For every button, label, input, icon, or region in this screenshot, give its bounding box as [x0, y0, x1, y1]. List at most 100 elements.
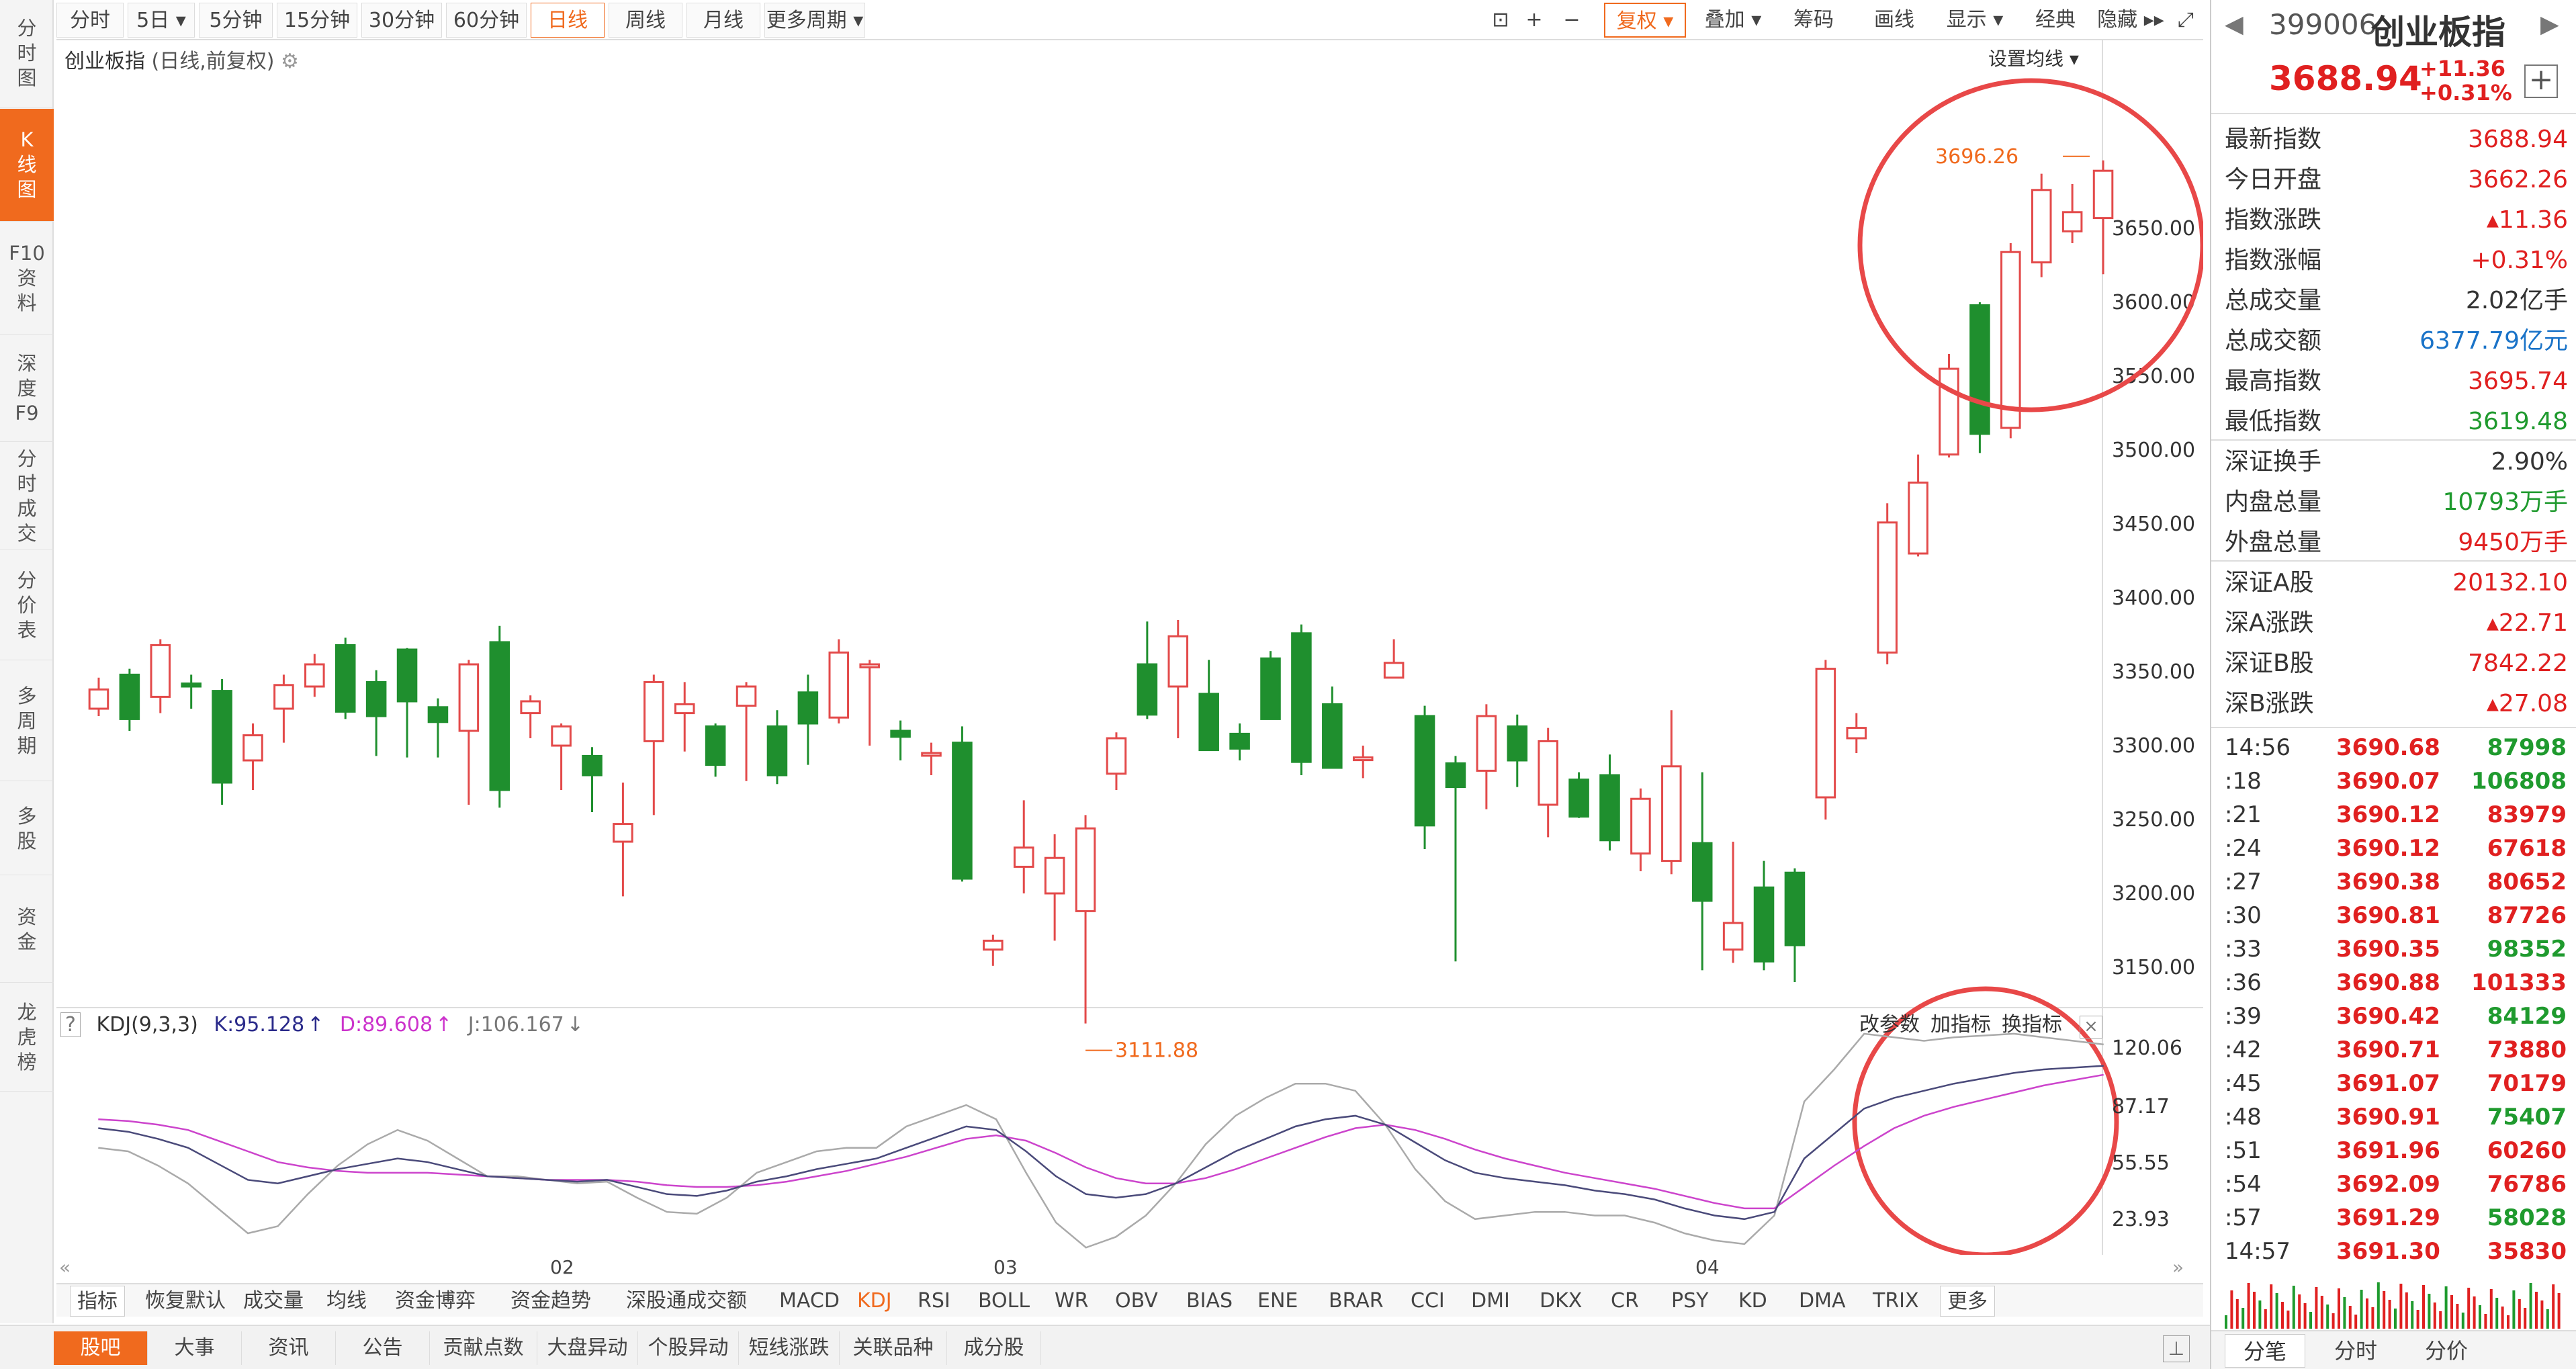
tick-volume: 60260: [2487, 1137, 2567, 1164]
chart-subtitle: (日线,前复权): [151, 50, 275, 73]
period-tab[interactable]: 月线: [686, 3, 760, 38]
period-tab[interactable]: 分时: [56, 3, 124, 38]
gear-icon[interactable]: ⚙: [281, 50, 299, 73]
scroll-left-icon[interactable]: «: [59, 1256, 71, 1278]
kdj-tool-button[interactable]: 换指标: [2002, 1013, 2062, 1036]
indicator-tab[interactable]: RSI: [918, 1289, 950, 1313]
indicator-tab[interactable]: CR: [1611, 1289, 1639, 1313]
next-stock-icon[interactable]: ▶: [2540, 11, 2559, 38]
nav-multi-period[interactable]: 多周期: [0, 662, 54, 781]
period-tab[interactable]: 5分钟: [199, 3, 273, 38]
mini-bar: [2540, 1300, 2544, 1329]
kdj-tools: 改参数 加指标 换指标: [1849, 1012, 2062, 1039]
scroll-right-icon[interactable]: »: [2172, 1256, 2184, 1278]
bottom-tab[interactable]: 关联品种: [840, 1331, 947, 1365]
nav-depth[interactable]: 深度 F9: [0, 336, 54, 442]
help-icon[interactable]: ?: [60, 1012, 81, 1037]
indicator-tab[interactable]: 均线: [326, 1289, 367, 1313]
indicator-tab[interactable]: PSY: [1671, 1289, 1709, 1313]
quote-key: 最低指数: [2225, 408, 2322, 435]
indicator-tab[interactable]: 资金博弈: [395, 1289, 476, 1313]
indicator-tab[interactable]: 指标: [70, 1286, 125, 1317]
zoom-out-icon[interactable]: −: [1563, 8, 1581, 32]
period-tab[interactable]: 30分钟: [361, 3, 442, 38]
bottom-tab[interactable]: 贡献点数: [430, 1331, 537, 1365]
indicator-tab[interactable]: DMI: [1471, 1289, 1510, 1313]
indicator-tab[interactable]: KD: [1738, 1289, 1767, 1313]
tick-row: :33 3690.35 98352: [2211, 932, 2576, 966]
draw-button[interactable]: 画线: [1874, 8, 1914, 32]
kdj-d-value: D:89.608: [339, 1013, 433, 1036]
indicator-tab[interactable]: 深股通成交额: [626, 1289, 747, 1313]
chips-button[interactable]: 筹码: [1793, 8, 1834, 32]
bottom-tab[interactable]: 大盘异动: [537, 1331, 638, 1365]
collapse-icon[interactable]: ⊥: [2163, 1335, 2190, 1362]
mini-bar: [2456, 1304, 2459, 1329]
indicator-tab[interactable]: BOLL: [978, 1289, 1030, 1313]
period-tab[interactable]: 60分钟: [446, 3, 527, 38]
set-ma-button[interactable]: 设置均线 ▾: [1988, 48, 2079, 70]
indicator-tab[interactable]: 更多: [1940, 1286, 1995, 1317]
close-icon[interactable]: ×: [2080, 1016, 2102, 1039]
period-tab[interactable]: 日线: [531, 3, 605, 38]
indicator-tab[interactable]: 成交量: [243, 1289, 304, 1313]
indicator-tab[interactable]: 恢复默认: [145, 1289, 226, 1313]
indicator-tab[interactable]: TRIX: [1873, 1289, 1919, 1313]
bottom-tab[interactable]: 股吧: [54, 1331, 148, 1365]
period-tab[interactable]: 更多周期 ▾: [764, 3, 865, 38]
add-watchlist-button[interactable]: +: [2524, 64, 2558, 98]
quote-value: 10793万手: [2442, 488, 2568, 516]
overlay-button[interactable]: 叠加 ▾: [1704, 8, 1762, 32]
kdj-tool-button[interactable]: 改参数: [1859, 1013, 1920, 1036]
indicator-tab[interactable]: CCI: [1411, 1289, 1445, 1313]
nav-multi-stock[interactable]: 多股: [0, 783, 54, 875]
nav-ticks[interactable]: 分时成交: [0, 443, 54, 549]
indicator-tab[interactable]: BIAS: [1186, 1289, 1233, 1313]
mini-bar: [2326, 1305, 2329, 1329]
period-tab[interactable]: 5日 ▾: [128, 3, 195, 38]
bottom-tab[interactable]: 资讯: [242, 1331, 336, 1365]
classic-button[interactable]: 经典: [2035, 8, 2076, 32]
bottom-tab[interactable]: 个股异动: [638, 1331, 739, 1365]
zoom-in-icon[interactable]: +: [1525, 8, 1543, 32]
quote-key: 总成交额: [2225, 327, 2322, 355]
prev-stock-icon[interactable]: ◀: [2225, 11, 2244, 38]
quote-foot-tab[interactable]: 分笔: [2225, 1334, 2305, 1368]
unlock-icon[interactable]: ⊡: [1492, 8, 1509, 32]
indicator-tab[interactable]: WR: [1055, 1289, 1089, 1313]
fullscreen-icon[interactable]: ⤢: [2178, 8, 2194, 32]
indicator-tab[interactable]: DKX: [1540, 1289, 1583, 1313]
nav-f10[interactable]: F10 资料: [0, 223, 54, 335]
nav-dragon-tiger[interactable]: 龙虎榜: [0, 984, 54, 1092]
display-button[interactable]: 显示 ▾: [1946, 8, 2004, 32]
nav-intraday[interactable]: 分时图: [0, 0, 54, 107]
hide-button[interactable]: 隐藏 ▸▸: [2097, 8, 2164, 32]
nav-capital[interactable]: 资金: [0, 877, 54, 983]
indicator-tab[interactable]: ENE: [1257, 1289, 1298, 1313]
quote-foot-tab[interactable]: 分价: [2424, 1338, 2468, 1364]
rights-button[interactable]: 复权 ▾: [1604, 3, 1686, 38]
indicator-tab[interactable]: OBV: [1115, 1289, 1158, 1313]
period-tab[interactable]: 周线: [609, 3, 682, 38]
quote-key: 指数涨幅: [2225, 247, 2322, 274]
mini-bar: [2535, 1292, 2538, 1329]
price-change: +11.36 +0.31%: [2419, 56, 2512, 105]
indicator-tab[interactable]: MACD: [779, 1289, 840, 1313]
bottom-tab[interactable]: 大事: [148, 1331, 242, 1365]
mini-bar: [2529, 1283, 2532, 1329]
indicator-tab[interactable]: BRAR: [1329, 1289, 1384, 1313]
quote-foot-tab[interactable]: 分时: [2334, 1338, 2377, 1364]
kline-chart[interactable]: 3650.003600.003550.003500.003450.003400.…: [56, 40, 2203, 1255]
indicator-tab[interactable]: KDJ: [857, 1289, 892, 1313]
price-tick-label: 3150.00: [2112, 956, 2195, 979]
kdj-tool-button[interactable]: 加指标: [1930, 1013, 1991, 1036]
nav-price-table[interactable]: 分价表: [0, 551, 54, 660]
indicator-tab[interactable]: 资金趋势: [510, 1289, 591, 1313]
period-tab[interactable]: 15分钟: [277, 3, 357, 38]
mini-bar: [2518, 1299, 2521, 1329]
indicator-tab[interactable]: DMA: [1799, 1289, 1846, 1313]
bottom-tab[interactable]: 短线涨跌: [739, 1331, 840, 1365]
bottom-tab[interactable]: 成分股: [947, 1331, 1041, 1365]
bottom-tab[interactable]: 公告: [336, 1331, 430, 1365]
